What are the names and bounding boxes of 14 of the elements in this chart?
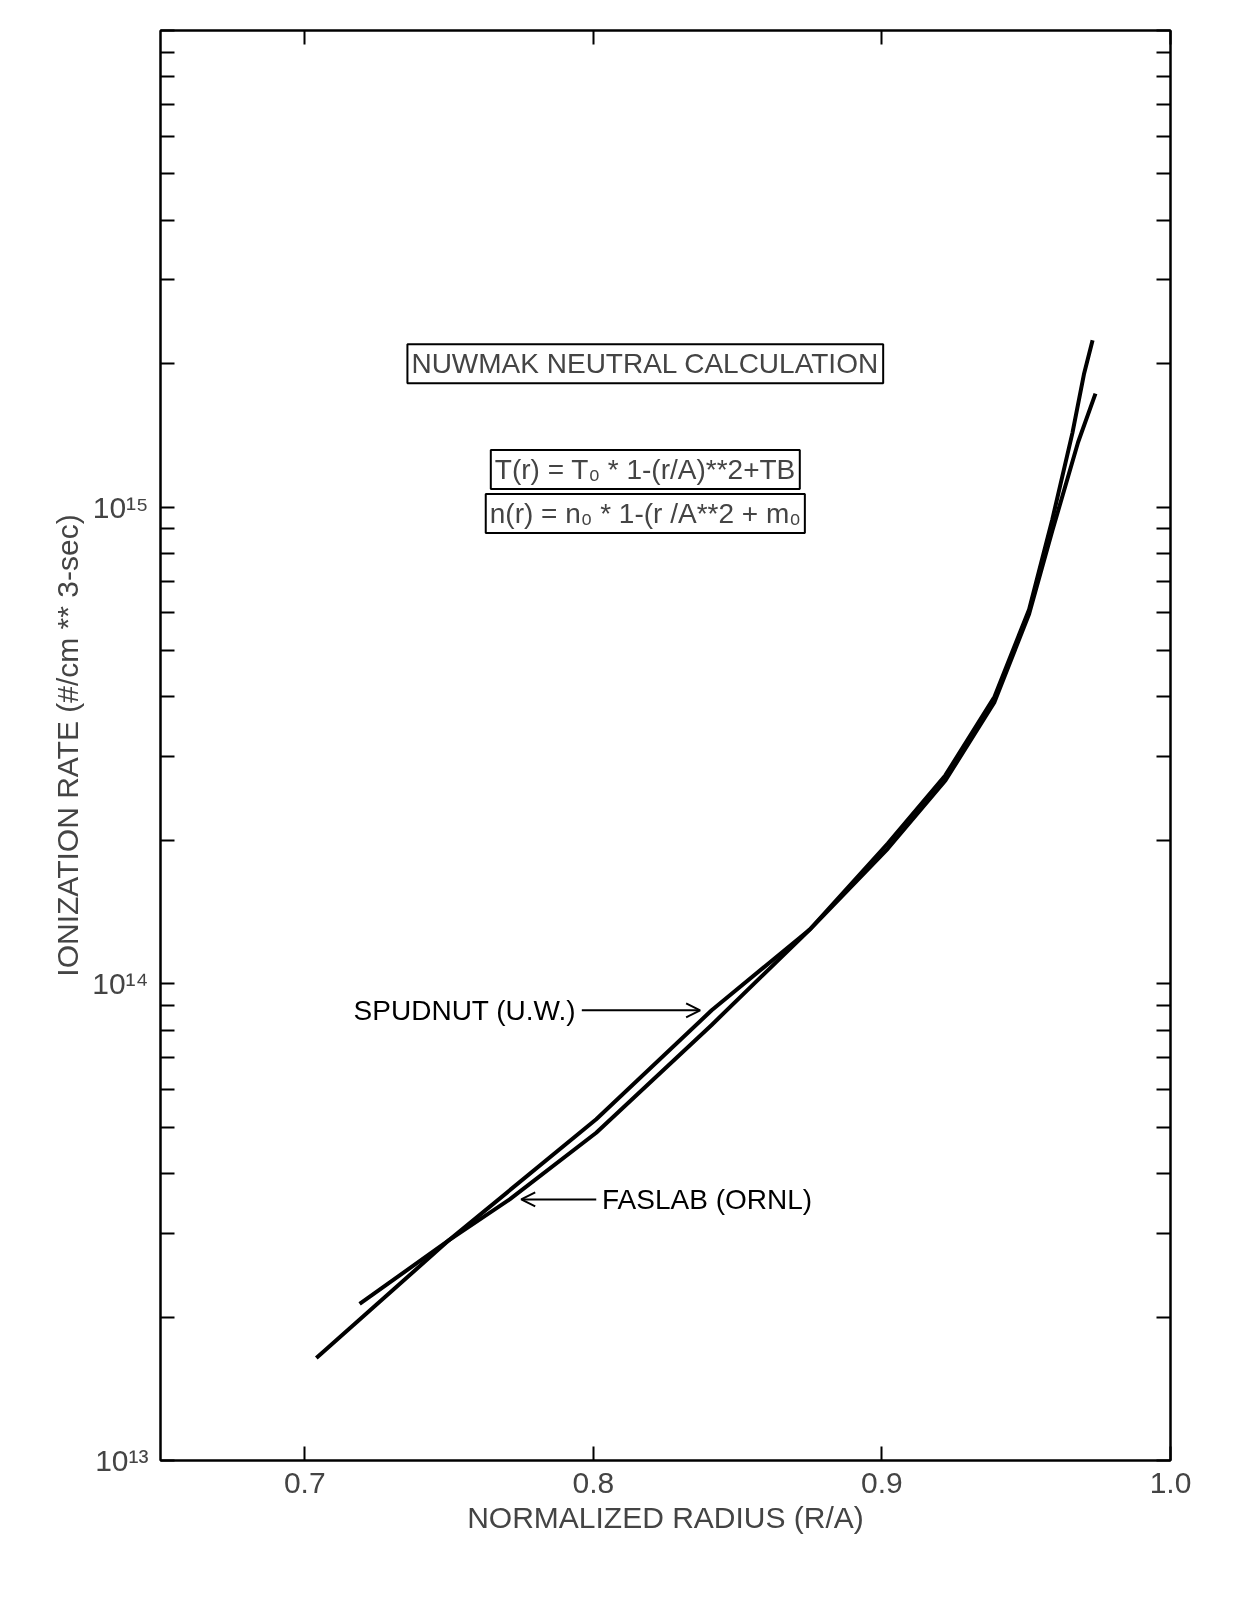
legend-label: FASLAB (ORNL) <box>602 1183 813 1215</box>
y-tick-label: 10¹³ <box>95 1444 149 1477</box>
text: SPUDNUT (U.W.) <box>353 994 576 1026</box>
x-tick-label: 0.8 <box>572 1465 615 1499</box>
annotation: NUWMAK NEUTRAL CALCULATION <box>411 348 879 380</box>
x-axis-title: NORMALIZED RADIUS (R/A) <box>467 1500 864 1534</box>
y-tick-label: 10¹⁵ <box>92 490 149 524</box>
x-tick-label: 0.9 <box>861 1465 903 1499</box>
annotation: T(r) = T₀ * 1-(r/A)**2+TB <box>494 453 796 485</box>
x-tick-label: 0.7 <box>283 1465 326 1499</box>
annotation: n(r) = n₀ * 1-(r /A**2 + m₀ <box>489 497 801 529</box>
x-tick-label: 1.0 <box>1149 1465 1192 1499</box>
y-tick-label: 10¹⁴ <box>92 967 149 1001</box>
y-axis-title: IONIZATION RATE (#/cm ** 3-sec) <box>51 514 85 977</box>
